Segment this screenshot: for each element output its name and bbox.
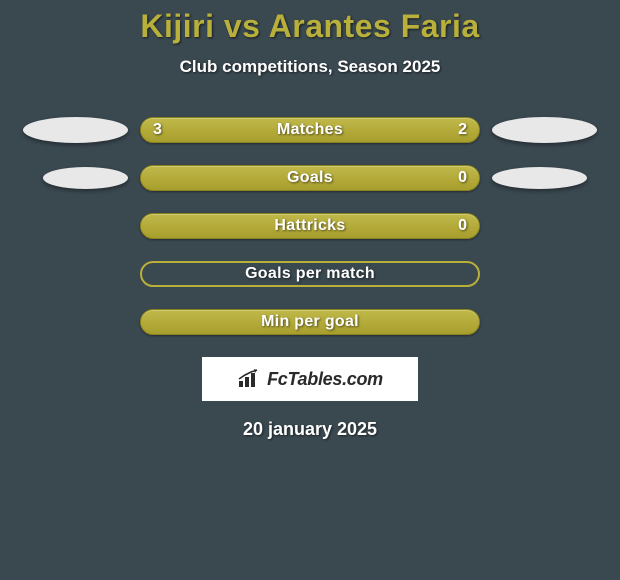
comparison-widget: Kijiri vs Arantes Faria Club competition… (0, 0, 620, 440)
left-ellipse (23, 117, 128, 143)
stat-bar-hattricks: Hattricks 0 (140, 213, 480, 239)
stat-label: Goals per match (245, 265, 375, 283)
stat-label: Matches (277, 121, 343, 139)
left-ellipse (43, 167, 128, 189)
stat-label: Min per goal (261, 313, 359, 331)
stat-bar-matches: 3 Matches 2 (140, 117, 480, 143)
stat-right-value: 0 (458, 169, 467, 187)
stat-row-hattricks: Hattricks 0 (0, 213, 620, 239)
stat-right-value: 2 (458, 121, 467, 139)
stat-right-value: 0 (458, 217, 467, 235)
stat-bar-min-per-goal: Min per goal (140, 309, 480, 335)
stat-left-value: 3 (153, 121, 162, 139)
stat-label: Goals (287, 169, 333, 187)
right-ellipse (492, 167, 587, 189)
stat-row-goals: Goals 0 (0, 165, 620, 191)
page-subtitle: Club competitions, Season 2025 (0, 57, 620, 77)
right-ellipse (492, 117, 597, 143)
brand-badge[interactable]: FcTables.com (202, 357, 418, 401)
stat-bar-goals: Goals 0 (140, 165, 480, 191)
stat-row-min-per-goal: Min per goal (0, 309, 620, 335)
brand-text: FcTables.com (267, 369, 383, 390)
stat-bar-goals-per-match: Goals per match (140, 261, 480, 287)
stat-row-matches: 3 Matches 2 (0, 117, 620, 143)
brand-inner: FcTables.com (237, 369, 383, 390)
stat-row-goals-per-match: Goals per match (0, 261, 620, 287)
page-title: Kijiri vs Arantes Faria (0, 8, 620, 45)
footer-date: 20 january 2025 (0, 419, 620, 440)
bar-chart-icon (237, 369, 261, 389)
stat-label: Hattricks (274, 217, 345, 235)
